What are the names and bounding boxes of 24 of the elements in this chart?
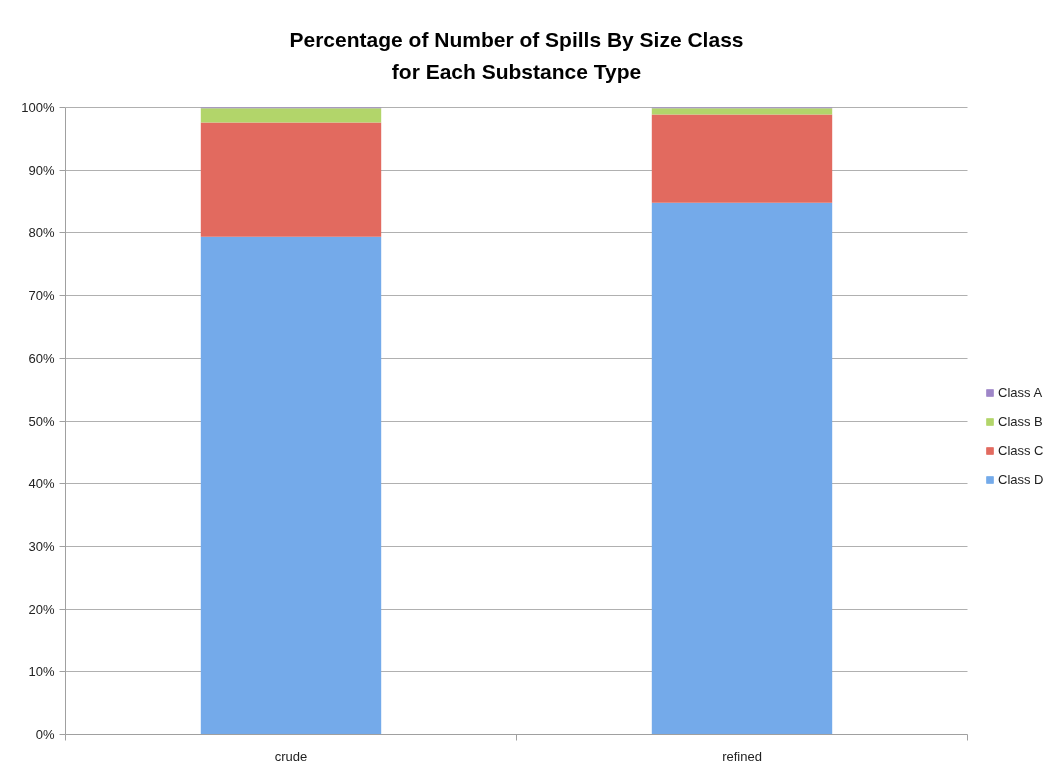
- y-tick-label: 30%: [28, 538, 55, 554]
- bar: [651, 114, 833, 203]
- y-tick-label: 90%: [28, 162, 55, 178]
- bar: [200, 236, 382, 735]
- legend-label: Class D: [998, 471, 1044, 487]
- chart-title: Percentage of Number of Spills By Size Class for Each Substance Type: [289, 28, 744, 84]
- bar: [651, 108, 833, 115]
- y-tick-label: 60%: [28, 350, 55, 366]
- y-tick-label: 20%: [28, 601, 55, 617]
- y-tick-label: 70%: [28, 288, 55, 304]
- bar: [651, 202, 833, 735]
- x-tick-label: refined: [722, 748, 762, 764]
- y-tick-label: 40%: [28, 476, 55, 492]
- legend-label: Class B: [998, 413, 1043, 429]
- x-tick-label: crude: [274, 748, 308, 764]
- y-tick-label: 100%: [21, 100, 55, 115]
- bar: [200, 122, 382, 237]
- y-tick-label: 10%: [28, 664, 55, 680]
- legend-label: Class C: [998, 442, 1044, 458]
- y-tick-label: 80%: [28, 225, 55, 241]
- y-tick-label: 0%: [35, 727, 55, 742]
- y-tick-label: 50%: [28, 413, 55, 429]
- bar: [200, 108, 382, 123]
- legend-label: Class A: [998, 384, 1043, 400]
